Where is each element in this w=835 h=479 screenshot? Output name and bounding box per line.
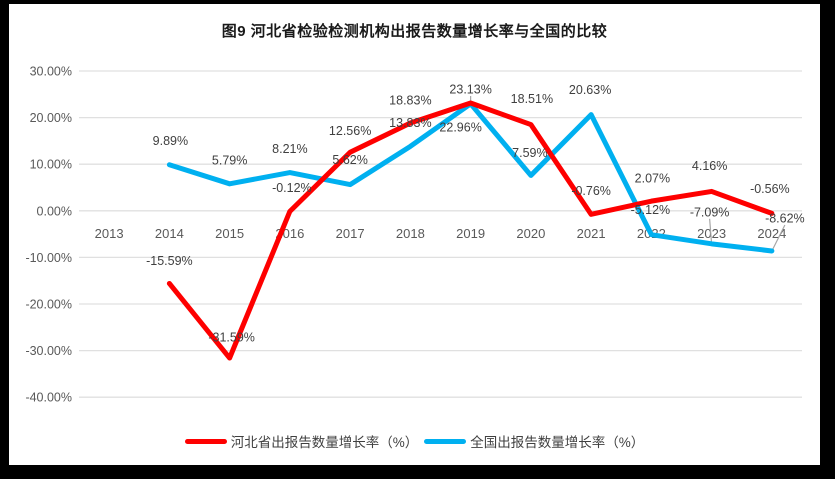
data-label-leader-line xyxy=(709,218,713,244)
data-point-label: 22.96% xyxy=(439,120,481,134)
data-point-label: -5.12% xyxy=(631,203,671,217)
series-line-hebei xyxy=(166,100,775,361)
y-axis-tick-label: 30.00% xyxy=(30,65,72,79)
y-axis-tick-label: 10.00% xyxy=(30,158,72,172)
data-point-label: -15.59% xyxy=(146,254,193,268)
data-point-label: 23.13% xyxy=(449,83,491,97)
data-point-label: 13.83% xyxy=(389,116,431,130)
data-point-label: 20.63% xyxy=(569,83,611,97)
legend-item-hebei: 河北省出报告数量增长率（%） xyxy=(184,431,419,451)
data-point-label: 4.16% xyxy=(692,159,727,173)
x-axis-tick-label: 2015 xyxy=(215,226,244,241)
national-series-line-swatch-icon xyxy=(424,438,467,444)
x-axis-tick-label: 2018 xyxy=(396,226,425,241)
legend-label-national: 全国出报告数量增长率（%） xyxy=(470,435,645,450)
y-axis-tick-label: -30.00% xyxy=(25,344,72,358)
data-point-label: 8.21% xyxy=(272,142,307,156)
y-axis-tick-label: 0.00% xyxy=(37,204,72,218)
data-point-label: 9.89% xyxy=(153,134,188,148)
data-point-label: -8.62% xyxy=(765,211,805,225)
legend-label-hebei: 河北省出报告数量增长率（%） xyxy=(230,435,419,450)
y-axis-tick-label: -20.00% xyxy=(25,298,72,312)
data-point-label: -0.76% xyxy=(571,184,611,198)
chart-legend: 河北省出报告数量增长率（%） 全国出报告数量增长率（%） xyxy=(9,431,820,451)
data-point-label: -0.12% xyxy=(272,181,312,195)
x-axis-tick-label: 2020 xyxy=(516,226,545,241)
data-label-leader-line xyxy=(771,224,786,252)
chart-surface xyxy=(9,4,820,465)
legend-item-national: 全国出报告数量增长率（%） xyxy=(424,431,644,451)
data-point-label: 2.07% xyxy=(635,172,670,186)
hebei-series-line-swatch-icon xyxy=(184,438,227,444)
y-axis-tick-label: -10.00% xyxy=(25,251,72,265)
data-point-label: 5.62% xyxy=(332,153,367,167)
x-axis-tick-label: 2019 xyxy=(456,226,485,241)
y-axis-tick-label: 20.00% xyxy=(30,111,72,125)
data-point-label: -0.56% xyxy=(750,182,790,196)
data-point-label: -7.09% xyxy=(690,205,730,219)
x-axis-tick-label: 2023 xyxy=(697,226,726,241)
x-axis-tick-label: 2013 xyxy=(95,226,124,241)
x-axis-tick-label: 2021 xyxy=(577,226,606,241)
data-point-label: 5.79% xyxy=(212,153,247,167)
data-point-label: 12.56% xyxy=(329,124,371,138)
data-point-label: 18.51% xyxy=(511,92,553,106)
chart-title: 图9 河北省检验检测机构出报告数量增长率与全国的比较 xyxy=(221,23,608,40)
x-axis-tick-label: 2014 xyxy=(155,226,184,241)
data-point-label: -31.59% xyxy=(208,331,255,345)
x-axis-tick-label: 2024 xyxy=(757,226,786,241)
x-axis-tick-label: 2017 xyxy=(336,226,365,241)
data-point-label: 7.59% xyxy=(512,146,547,160)
data-point-label: 18.83% xyxy=(389,94,431,108)
y-axis-tick-label: -40.00% xyxy=(25,391,72,405)
